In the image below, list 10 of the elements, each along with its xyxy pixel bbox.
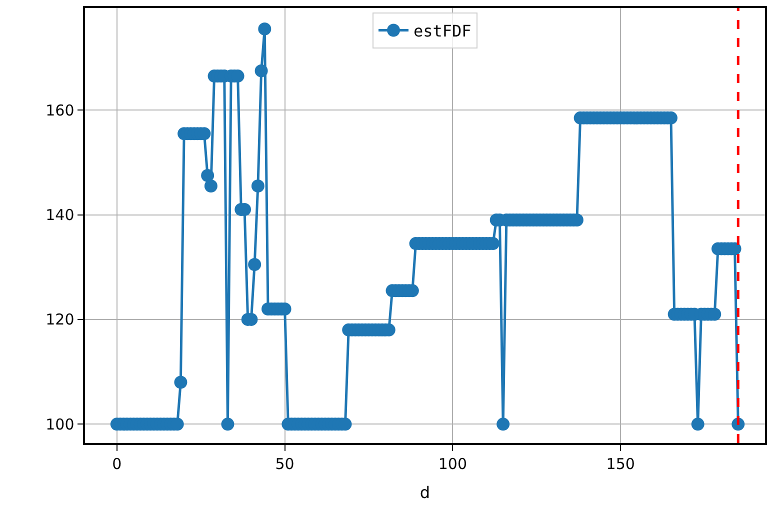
x-tick-label: 100: [438, 454, 468, 473]
y-tick-label: 120: [46, 310, 74, 329]
x-tick-label: 150: [606, 454, 635, 473]
y-tick-label: 160: [46, 101, 74, 120]
legend-label: estFDF: [414, 21, 472, 40]
y-tick-label: 140: [46, 206, 74, 224]
x-tick-label: 50: [275, 454, 294, 473]
x-tick-label: 0: [112, 454, 122, 473]
y-tick-label: 100: [46, 415, 74, 434]
x-axis-title: d: [420, 482, 430, 502]
